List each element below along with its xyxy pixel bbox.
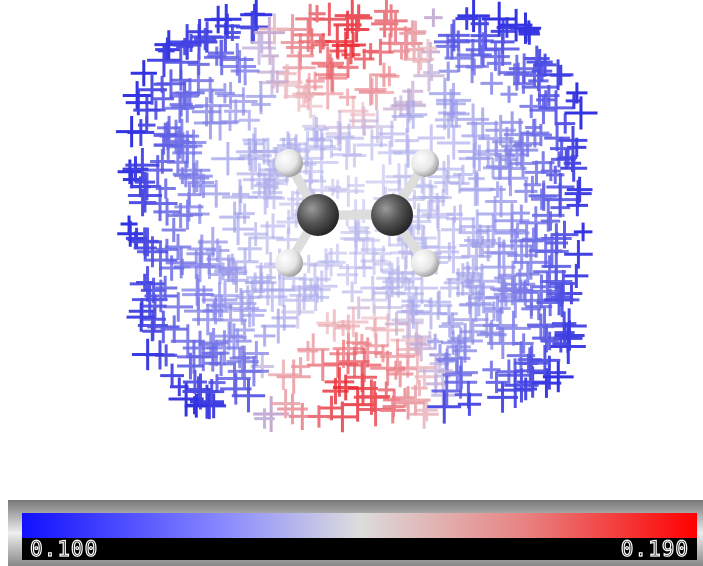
carbon-atom (297, 194, 339, 236)
mesh-segment (223, 50, 256, 83)
mesh-segment (518, 20, 539, 41)
mesh-segment (461, 122, 489, 150)
mesh-segment (253, 396, 289, 432)
mesh-segment (207, 47, 226, 66)
hydrogen-atom (275, 249, 303, 277)
mesh-segment (457, 104, 489, 136)
mesh-segment (371, 10, 398, 37)
hydrogen-atom (411, 149, 439, 177)
label-strip (22, 538, 697, 560)
mesh-segment (354, 73, 386, 105)
mesh-segment (565, 180, 592, 207)
hydrogen-atom (411, 249, 439, 277)
mesh-segment (208, 40, 234, 66)
mesh-segment (513, 205, 530, 222)
mesh-segment (232, 186, 249, 203)
mesh-segment (402, 81, 423, 102)
mesh-segment (418, 124, 445, 151)
mesh-segment (387, 361, 413, 387)
carbon-atom (371, 194, 413, 236)
mesh-segment (339, 251, 372, 284)
mesh-segment (312, 78, 343, 109)
mesh-segment (345, 4, 372, 31)
mesh-segment (424, 8, 443, 27)
mesh-segment (261, 47, 279, 65)
mesh-segment (359, 78, 385, 104)
mesh-segment (202, 180, 230, 208)
mesh-segment (277, 360, 311, 394)
mesh-segment (441, 217, 466, 242)
mesh-segment (211, 4, 242, 35)
mesh-segment (466, 59, 483, 76)
mesh-segment (375, 246, 391, 262)
mesh-segment (574, 223, 593, 242)
mesh-segment (499, 55, 535, 91)
hydrogen-atom (275, 149, 303, 177)
page: 0.100 0.190 (() => { const data = JSON.p… (0, 0, 703, 566)
viewer: 0.100 0.190 (0, 0, 703, 566)
color-bar: 0.100 0.190 (8, 500, 703, 566)
mesh-segment (162, 218, 186, 242)
mesh-segment (489, 181, 505, 197)
max-label: 0.190 (621, 537, 689, 561)
mesh-segment (116, 116, 147, 147)
mesh-segment (458, 135, 490, 167)
mesh-segment (259, 13, 290, 44)
mesh-segment (564, 240, 593, 269)
mesh-segment (437, 126, 470, 159)
color-scale (22, 513, 697, 538)
min-label: 0.100 (30, 537, 98, 561)
mesh-segment (165, 234, 191, 260)
mesh-segment (423, 64, 440, 81)
mesh-segment (238, 237, 262, 261)
mesh-segment (439, 62, 458, 81)
mesh-segment (395, 388, 415, 408)
mesh-segment (436, 34, 460, 58)
mesh-segment (500, 86, 517, 103)
